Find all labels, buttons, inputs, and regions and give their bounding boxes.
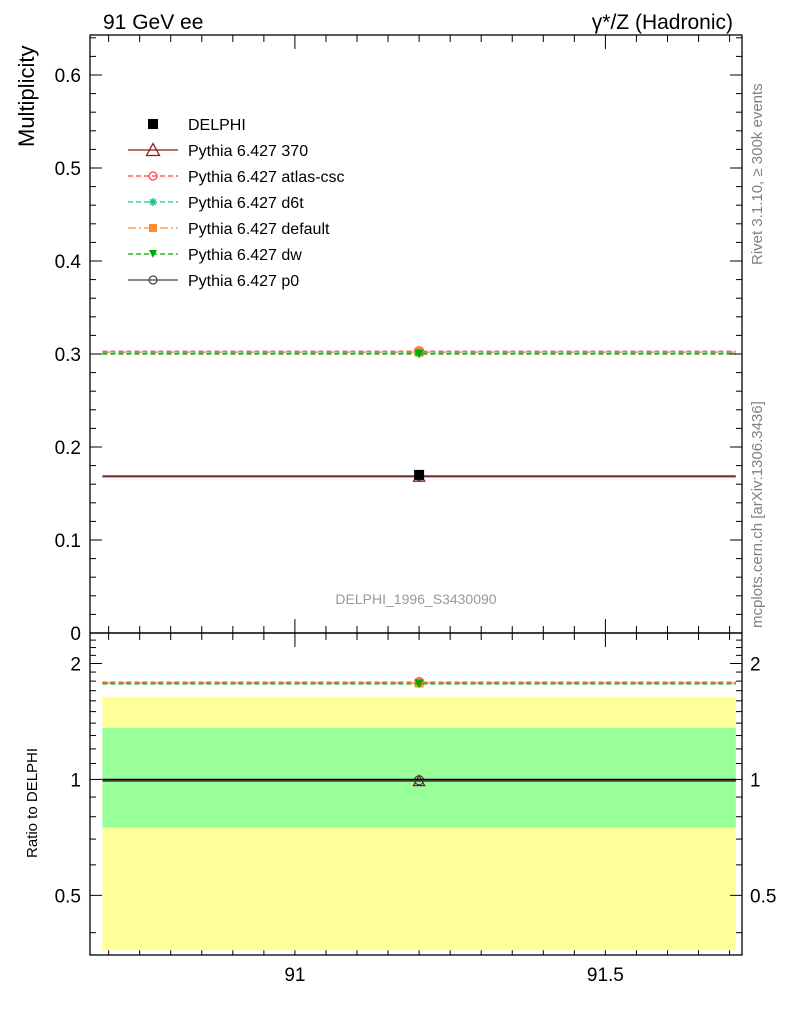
- ratio-series-marker-5: [414, 775, 425, 786]
- legend-label-0: DELPHI: [188, 117, 246, 134]
- ratio-y-tick-label-right: 2: [750, 654, 761, 675]
- ratio-y-tick-label-right: 0.5: [750, 886, 776, 907]
- legend-marker-0: [148, 119, 158, 129]
- legend-marker-4: [149, 224, 157, 232]
- main-y-tick-label: 0.6: [55, 66, 81, 87]
- main-y-tick-label: 0.1: [55, 531, 81, 552]
- main-panel: 0 0.1 0.2 0.3 0.4 0.5 0.6: [55, 34, 743, 955]
- main-y-axis-title: Multiplicity: [14, 46, 39, 147]
- legend-label-6: Pythia 6.427 p0: [188, 273, 299, 290]
- legend: DELPHI Pythia 6.427 370 Pythia 6.427 atlas…: [128, 117, 345, 290]
- header-left-label: 91 GeV ee: [103, 11, 203, 34]
- main-data-point: [414, 469, 425, 480]
- ratio-series-marker-4: [414, 679, 424, 689]
- legend-marker-1: [145, 142, 161, 157]
- legend-label-2: Pythia 6.427 atlas-csc: [188, 169, 345, 186]
- header-right-label: γ*/Z (Hadronic): [592, 11, 733, 34]
- legend-label-4: Pythia 6.427 default: [188, 221, 330, 238]
- legend-label-5: Pythia 6.427 dw: [188, 247, 302, 264]
- ratio-y-axis-title: Ratio to DELPHI: [24, 748, 41, 858]
- legend-marker-3: [149, 198, 157, 206]
- legend-label-1: Pythia 6.427 370: [188, 143, 308, 160]
- x-tick-label: 91: [284, 965, 305, 986]
- x-tick-label: 91.5: [587, 965, 624, 986]
- main-y-tick-label: 0.4: [55, 252, 82, 273]
- main-y-tick-label: 0: [70, 624, 81, 645]
- ratio-frame: [89, 632, 743, 956]
- main-y-tick-label: 0.2: [55, 438, 81, 459]
- legend-label-3: Pythia 6.427 d6t: [188, 195, 304, 212]
- legend-marker-6: [148, 275, 158, 285]
- main-series-marker-5: [414, 349, 424, 359]
- analysis-id-label: DELPHI_1996_S3430090: [335, 591, 496, 607]
- ratio-y-tick-label-right: 1: [750, 770, 761, 791]
- main-y-tick-label: 0.5: [55, 159, 81, 180]
- mcplots-label: mcplots.cern.ch [arXiv:1306.3436]: [749, 401, 766, 628]
- ratio-y-tick-label: 0.5: [55, 886, 81, 907]
- ratio-band-1-sigma: [102, 727, 736, 828]
- main-y-tick-label: 0.3: [55, 345, 81, 366]
- ratio-y-tick-label: 1: [70, 770, 81, 791]
- ratio-y-tick-label: 2: [70, 654, 81, 675]
- legend-marker-2: [148, 171, 158, 181]
- legend-marker-5: [149, 250, 157, 258]
- rivet-label: Rivet 3.1.10, ≥ 300k events: [749, 83, 766, 265]
- ratio-panel: 91 91.5 0.5 0.5 1 1 2 2: [55, 632, 776, 986]
